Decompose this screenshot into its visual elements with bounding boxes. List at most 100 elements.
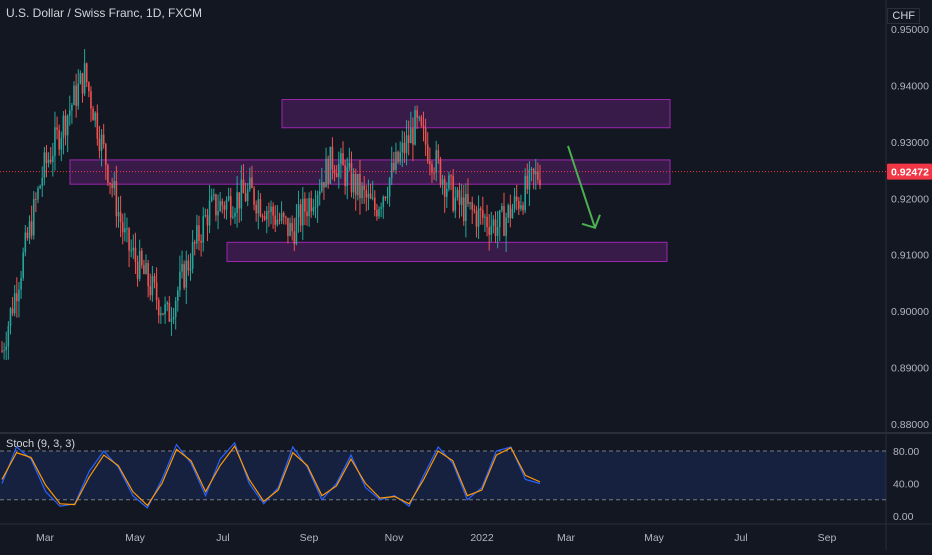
candle-body [348,162,351,168]
candle-body [371,197,374,199]
candle-body [185,260,188,288]
candle-body [456,189,459,198]
candle-body [102,134,105,145]
candle-body [441,179,444,185]
candle-body [420,117,423,126]
candle-body [52,155,54,162]
candle-body [136,261,139,279]
candle-body [219,201,221,212]
candle-body [382,196,385,208]
resistance-zone [281,99,671,129]
candle-body [443,179,446,197]
candle-body [488,227,490,235]
candle-body [253,188,255,205]
candle-body [157,300,160,316]
candle-body [37,188,39,200]
currency-badge[interactable]: CHF [887,8,920,24]
candle-body [183,264,185,288]
candle-body [450,175,452,177]
candle-body [225,200,228,210]
candle-body [56,127,58,130]
chart-title: U.S. Dollar / Swiss Franc, 1D, FXCM [6,6,203,20]
candle-body [189,268,192,271]
candle-body [477,208,480,227]
candle-body [458,189,461,205]
candle-body [240,179,243,209]
candle-body [210,196,213,201]
candle-body [198,225,200,241]
candle-body [433,172,435,174]
candle-body [452,176,454,211]
candle-body [530,168,533,170]
candle-body [448,175,450,189]
candle-body [5,346,8,351]
time-tick-label: Jul [734,532,747,544]
candle-body [151,276,154,296]
candle-body [28,221,31,239]
candle-body [310,198,313,212]
stoch-tick-label: 40.00 [893,479,919,491]
candle-body [422,125,425,128]
price-tick-label: 0.88000 [891,419,929,431]
candle-body [128,228,130,251]
candle-body [143,265,145,274]
candle-body [316,194,319,207]
candle-body [261,216,264,218]
candle-body [145,263,147,274]
candle-body [403,142,406,154]
candle-body [96,112,99,139]
candle-body [323,182,325,188]
candle-body [287,217,289,236]
candle-body [32,199,35,236]
candle-body [475,210,478,227]
candle-body [486,216,488,228]
candle-body [215,194,217,216]
candle-body [414,110,416,145]
stoch-d-line [1,444,541,507]
candle-body [469,202,471,204]
candle-body [177,290,179,301]
stoch-band [0,451,886,500]
candle-body [196,225,198,244]
candle-body [117,212,120,217]
candle-body [462,197,465,222]
candle-body [335,173,338,177]
candle-body [77,83,80,106]
candle-body [121,222,124,233]
time-tick-label: Nov [385,532,404,544]
candle-body [278,219,281,221]
candle-body [155,282,158,301]
candle-body [58,129,60,150]
candle-body [299,204,302,226]
candle-body [276,219,279,225]
candle-body [206,215,209,226]
candle-body [496,226,499,236]
candle-body [179,271,181,291]
candle-body [494,219,497,236]
candle-body [39,185,41,189]
candle-body [227,196,230,201]
candle-body [100,134,103,151]
candle-body [518,201,520,209]
candle-body [200,240,202,243]
candle-body [3,350,5,352]
candle-body [465,194,467,222]
candle-body [282,213,285,217]
candle-body [66,115,69,136]
candle-body [490,225,493,235]
candle-body [426,144,429,162]
stoch-tick-label: 0.00 [893,511,914,523]
candle-body [511,208,514,219]
candle-body [354,173,357,196]
candle-body [515,196,518,202]
candle-body [126,228,128,230]
price-tick-label: 0.93000 [891,137,929,149]
candle-body [191,241,194,269]
candle-body [187,260,190,271]
candle-body [405,135,408,154]
candle-body [223,205,226,210]
candle-body [174,300,177,318]
candle-body [412,128,414,145]
